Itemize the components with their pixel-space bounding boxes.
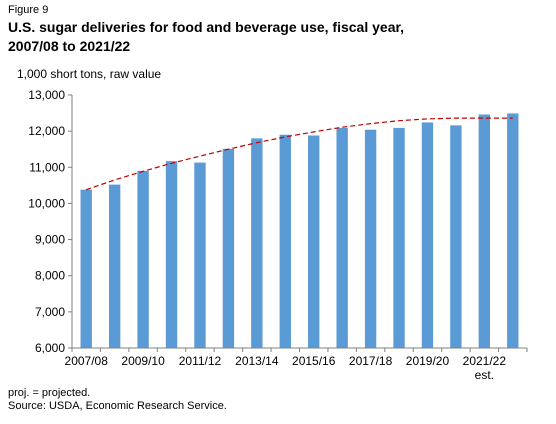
bar-2007-08 (80, 189, 92, 348)
x-tick-label: 2015/16 (292, 354, 336, 368)
chart-title-line-2: 2007/08 to 2021/22 (8, 38, 131, 54)
trend-line (86, 117, 513, 191)
y-tick-label: 10,000 (28, 196, 65, 210)
chart-title-line-1: U.S. sugar deliveries for food and bever… (8, 19, 405, 35)
chart-notes: proj. = projected. Source: USDA, Economi… (8, 387, 227, 413)
figure-label: Figure 9 (8, 4, 49, 16)
y-axis-unit-label: 1,000 short tons, raw value (17, 67, 162, 81)
y-tick-label: 11,000 (29, 160, 65, 174)
bar-2017-18 (364, 129, 377, 348)
bar-2012-13 (222, 148, 235, 348)
chart-title: U.S. sugar deliveries for food and bever… (8, 18, 528, 56)
x-tick-sublabel: est. (475, 368, 494, 382)
y-tick-label: 6,000 (35, 341, 65, 355)
y-tick-label: 7,000 (35, 305, 65, 319)
x-tick-label: 2017/18 (349, 354, 393, 368)
bar-2008-09 (108, 184, 121, 348)
x-tick-label: 2021/22 (463, 354, 507, 368)
x-tick-label: 2013/14 (235, 354, 279, 368)
bar-2022-23 (507, 113, 519, 348)
x-tick-label: 2019/20 (406, 354, 450, 368)
bar-2021-22 (478, 114, 491, 348)
bar-2013-14 (251, 138, 263, 348)
bar-2009-10 (137, 170, 149, 348)
bar-2011-12 (194, 162, 206, 348)
y-tick-label: 9,000 (35, 233, 65, 247)
bar-2014-15 (279, 134, 291, 348)
y-tick-label: 12,000 (28, 124, 65, 138)
bar-2018-19 (393, 127, 405, 348)
bar-2015-16 (308, 135, 320, 348)
x-tick-label: 2007/08 (65, 354, 109, 368)
source-note: Source: USDA, Economic Research Service. (8, 400, 227, 412)
bar-2020-21 (450, 125, 462, 348)
bar-2019-20 (421, 122, 434, 349)
bar-2010-11 (165, 161, 178, 348)
x-tick-label: 2009/10 (121, 354, 165, 368)
bar-2016-17 (336, 127, 348, 348)
y-tick-label: 13,000 (28, 88, 65, 102)
x-tick-label: 2011/12 (179, 354, 222, 368)
y-tick-label: 8,000 (35, 269, 65, 283)
projection-note: proj. = projected. (8, 387, 91, 399)
